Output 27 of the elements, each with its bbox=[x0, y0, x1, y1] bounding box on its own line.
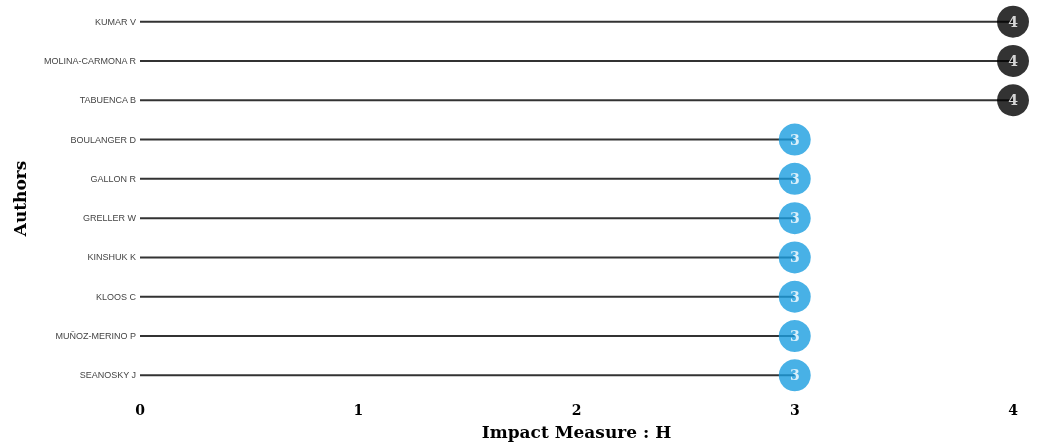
y-tick-label: TABUENCA B bbox=[79, 95, 136, 106]
data-label: 4 bbox=[1008, 52, 1019, 69]
x-tick-label: 4 bbox=[1008, 402, 1019, 418]
y-tick-label: BOULANGER D bbox=[70, 134, 137, 145]
y-tick-label: GALLON R bbox=[90, 173, 137, 184]
x-tick-label: 1 bbox=[353, 402, 364, 418]
x-tick-label: 3 bbox=[789, 402, 800, 418]
data-label: 3 bbox=[789, 288, 800, 305]
y-tick-label: MUÑOZ-MERINO P bbox=[55, 331, 136, 342]
data-label: 3 bbox=[789, 131, 800, 148]
x-tick-label: 2 bbox=[571, 402, 582, 418]
data-label: 4 bbox=[1008, 92, 1019, 109]
data-label: 3 bbox=[789, 210, 800, 227]
x-axis-title: Impact Measure : H bbox=[481, 421, 672, 442]
y-tick-label: KLOOS C bbox=[95, 291, 137, 302]
y-tick-label: MOLINA-CARMONA R bbox=[43, 55, 137, 66]
y-tick-label: KUMAR V bbox=[94, 16, 136, 27]
y-axis-title: Authors bbox=[9, 160, 30, 238]
data-label: 3 bbox=[789, 367, 800, 384]
data-label: 4 bbox=[1008, 13, 1019, 30]
y-tick-label: GRELLER W bbox=[82, 213, 137, 224]
y-tick-label: KINSHUK K bbox=[87, 252, 136, 263]
x-tick-label: 0 bbox=[135, 402, 146, 418]
data-label: 3 bbox=[789, 170, 800, 187]
data-label: 3 bbox=[789, 328, 800, 345]
y-tick-label: SEANOSKY J bbox=[79, 370, 136, 381]
data-label: 3 bbox=[789, 249, 800, 266]
